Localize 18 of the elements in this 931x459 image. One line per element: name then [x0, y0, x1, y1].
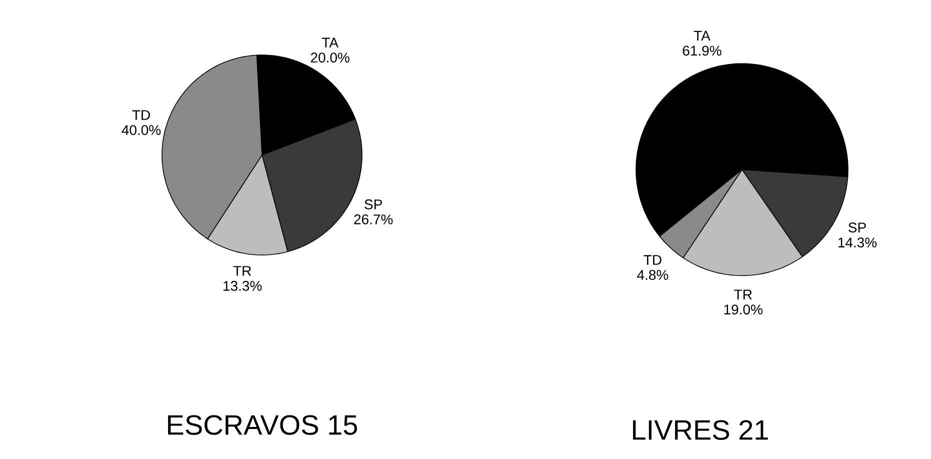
- slice-label: SP: [848, 222, 866, 232]
- data-label: 20.0%: [310, 52, 350, 63]
- data-label: 40.0%: [122, 125, 161, 136]
- slice-label: SP: [364, 199, 382, 210]
- slice-label: TR: [734, 290, 752, 300]
- slice-label: TA: [694, 30, 710, 41]
- slice-label: TR: [233, 266, 252, 276]
- data-label: 4.8%: [637, 270, 668, 280]
- data-label: 19.0%: [724, 304, 762, 314]
- text: ESCRAVOS 15: [168, 415, 358, 435]
- text: LIVRES 21: [633, 420, 768, 440]
- data-label: 26.7%: [354, 214, 393, 224]
- slice-label: TD: [132, 110, 150, 120]
- slice-label: TD: [644, 255, 662, 265]
- data-label: 13.3%: [224, 280, 262, 291]
- data-label: 61.9%: [682, 46, 722, 56]
- data-label: 14.3%: [838, 238, 877, 248]
- slice-label: TA: [322, 38, 338, 48]
